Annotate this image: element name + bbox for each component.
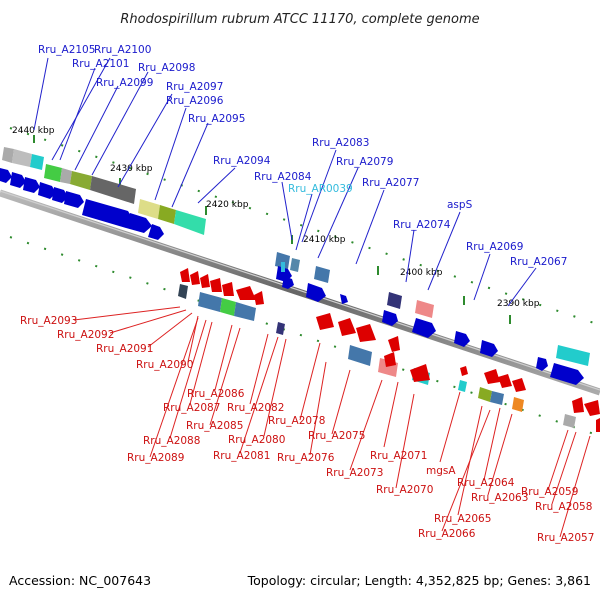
label-Rru_A2099: Rru_A2099 bbox=[96, 77, 153, 89]
forward-cog-blocks bbox=[2, 147, 590, 366]
rna-feature bbox=[281, 262, 285, 272]
map-title: Rhodospirillum rubrum ATCC 11170, comple… bbox=[120, 12, 479, 27]
label-Rru_A2091: Rru_A2091 bbox=[96, 343, 153, 355]
label-Rru_A2064: Rru_A2064 bbox=[457, 477, 515, 489]
label-Rru_A2081: Rru_A2081 bbox=[213, 450, 270, 462]
label-Rru_A2075: Rru_A2075 bbox=[308, 430, 365, 442]
label-Rru_A2090: Rru_A2090 bbox=[136, 359, 193, 371]
genome-backbone bbox=[0, 189, 600, 396]
forward-gene-labels: Rru_A2105 Rru_A2100 Rru_A2101 Rru_A2099 … bbox=[38, 44, 567, 268]
scale-ticks bbox=[33, 135, 511, 324]
label-Rru_A2077: Rru_A2077 bbox=[362, 177, 419, 189]
label-Rru_A2105: Rru_A2105 bbox=[38, 44, 95, 56]
forward-gene-arrows bbox=[0, 168, 584, 385]
reverse-leader-lines bbox=[73, 306, 591, 538]
label-Rru_A2080: Rru_A2080 bbox=[228, 434, 285, 446]
label-Rru_A2085: Rru_A2085 bbox=[186, 420, 243, 432]
label-aspS: aspS bbox=[447, 199, 473, 211]
label-Rru_A2076: Rru_A2076 bbox=[277, 452, 335, 464]
accession-text: Accession: NC_007643 bbox=[9, 573, 151, 588]
label-Rru_A2097: Rru_A2097 bbox=[166, 81, 223, 93]
label-Rru_A2059: Rru_A2059 bbox=[521, 486, 578, 498]
label-Rru_A2065: Rru_A2065 bbox=[434, 513, 491, 525]
topology-text: Topology: circular; Length: 4,352,825 bp… bbox=[247, 573, 591, 588]
label-Rru_A2079: Rru_A2079 bbox=[336, 156, 393, 168]
label-Rru_A2093: Rru_A2093 bbox=[20, 315, 77, 327]
label-Rru_A2073: Rru_A2073 bbox=[326, 467, 383, 479]
label-Rru_A2089: Rru_A2089 bbox=[127, 452, 184, 464]
scale-label-2410: 2410 kbp bbox=[303, 235, 346, 245]
label-Rru_A2063: Rru_A2063 bbox=[471, 492, 528, 504]
label-Rru_A2082: Rru_A2082 bbox=[227, 402, 284, 414]
label-Rru_A2088: Rru_A2088 bbox=[143, 435, 200, 447]
label-Rru_A2057: Rru_A2057 bbox=[537, 532, 594, 544]
label-Rru_A2101: Rru_A2101 bbox=[72, 58, 129, 70]
label-Rru_A2092: Rru_A2092 bbox=[57, 329, 114, 341]
label-Rru_A2070: Rru_A2070 bbox=[376, 484, 433, 496]
label-Rru_A2086: Rru_A2086 bbox=[187, 388, 245, 400]
label-Rru_A2074: Rru_A2074 bbox=[393, 219, 451, 231]
label-Rru_A2078: Rru_A2078 bbox=[268, 415, 325, 427]
scale-label-2400: 2400 kbp bbox=[400, 268, 443, 278]
scale-label-2390: 2390 kbp bbox=[497, 299, 540, 309]
label-Rru_A2071: Rru_A2071 bbox=[370, 450, 427, 462]
forward-leader-lines bbox=[33, 57, 537, 307]
label-Rru_A2083: Rru_A2083 bbox=[312, 137, 369, 149]
scale-label-2430: 2430 kbp bbox=[110, 164, 153, 174]
label-Rru_A2094: Rru_A2094 bbox=[213, 155, 271, 167]
label-Rru_A2069: Rru_A2069 bbox=[466, 241, 523, 253]
label-Rru_A2066: Rru_A2066 bbox=[418, 528, 476, 540]
label-Rru_A2095: Rru_A2095 bbox=[188, 113, 245, 125]
reverse-gene-labels: Rru_A2093 Rru_A2092 Rru_A2091 Rru_A2090 … bbox=[20, 315, 594, 544]
label-Rru_A2087: Rru_A2087 bbox=[163, 402, 220, 414]
label-Rru_A2067: Rru_A2067 bbox=[510, 256, 567, 268]
label-Rru_A2058: Rru_A2058 bbox=[535, 501, 592, 513]
label-Rru_A2096: Rru_A2096 bbox=[166, 95, 224, 107]
label-Rru_A2098: Rru_A2098 bbox=[138, 62, 195, 74]
scale-label-2440: 2440 kbp bbox=[12, 126, 55, 136]
label-Rru_A2084: Rru_A2084 bbox=[254, 171, 312, 183]
scale-label-2420: 2420 kbp bbox=[206, 200, 249, 210]
reverse-gene-arrows bbox=[180, 268, 600, 432]
label-Rru_AR0039: Rru_AR0039 bbox=[288, 183, 353, 195]
label-Rru_A2100: Rru_A2100 bbox=[94, 44, 151, 56]
label-mgsA: mgsA bbox=[426, 465, 456, 477]
